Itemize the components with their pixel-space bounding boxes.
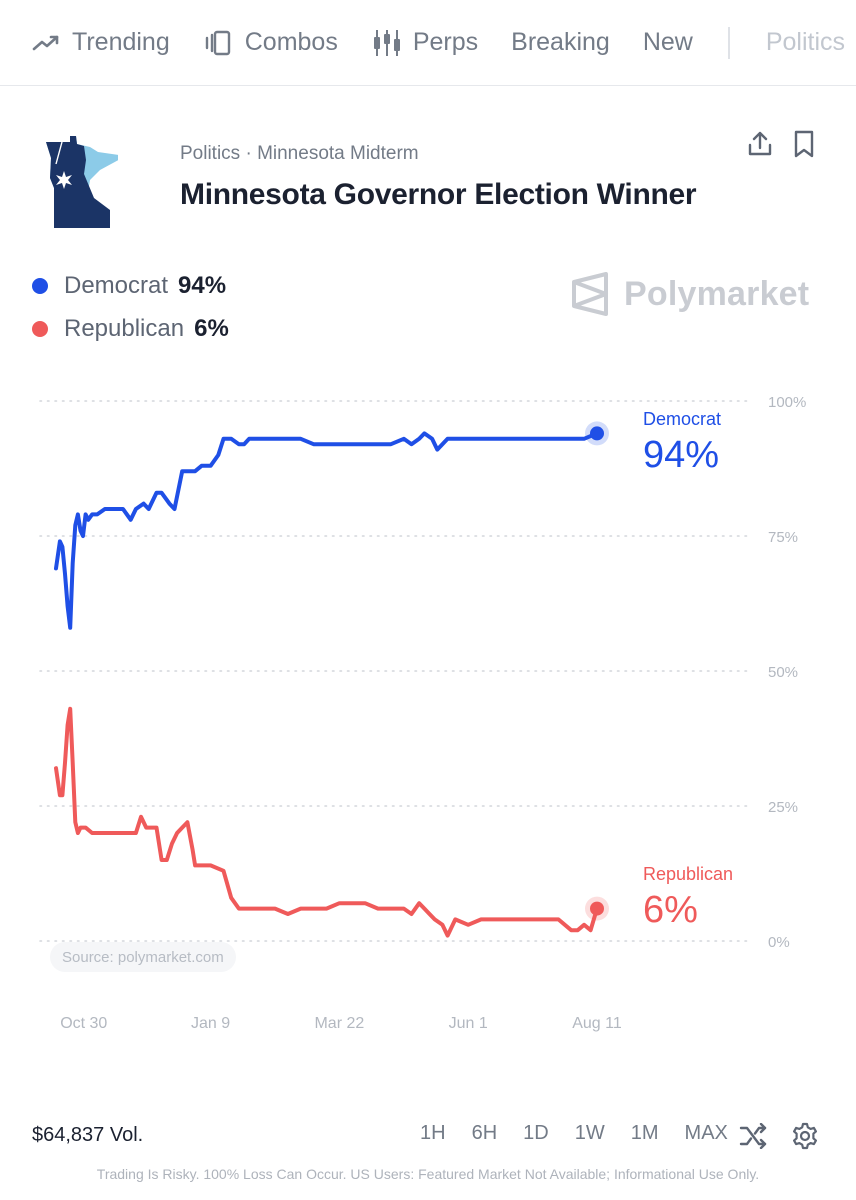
- y-tick-label: 0%: [768, 934, 790, 951]
- legend-name: Democrat: [64, 272, 169, 299]
- series-end-name: Democrat: [643, 409, 721, 429]
- watermark-text: Polymarket: [624, 274, 810, 313]
- nav-item-politics[interactable]: Politics: [765, 28, 846, 56]
- series-line-republican: [54, 706, 599, 938]
- volume-label: $64,837 Vol.: [32, 1124, 144, 1146]
- share-icon: [748, 131, 772, 156]
- trending-icon: [32, 35, 59, 50]
- time-range-selector: 1H 6H 1D 1W 1M MAX: [420, 1122, 754, 1145]
- nav-item-trending[interactable]: Trending: [32, 28, 170, 57]
- series-end-point: [590, 901, 604, 916]
- range-button-1m[interactable]: 1M: [630, 1122, 659, 1144]
- series-end-value: 6%: [643, 889, 698, 931]
- y-tick-label: 50%: [768, 664, 798, 681]
- share-button[interactable]: [742, 126, 778, 162]
- nav-divider: [727, 26, 730, 59]
- bookmark-icon: [794, 130, 814, 158]
- series-line-democrat: [54, 431, 599, 630]
- polymarket-logo-icon: [572, 272, 608, 316]
- disclaimer: Trading Is Risky. 100% Loss Can Occur. U…: [96, 1166, 760, 1182]
- bookmark-button[interactable]: [786, 126, 822, 162]
- nav-item-perps[interactable]: Perps: [371, 28, 478, 58]
- combos-icon: [205, 30, 230, 55]
- range-button-max[interactable]: MAX: [684, 1122, 728, 1144]
- x-tick-label: Jun 1: [449, 1015, 488, 1032]
- range-button-1d[interactable]: 1D: [523, 1122, 549, 1144]
- y-tick-label: 75%: [768, 529, 798, 546]
- nav-label-trending: Trending: [72, 28, 170, 56]
- nav-label-perps: Perps: [412, 28, 479, 56]
- range-button-6h[interactable]: 6H: [471, 1122, 498, 1144]
- nav-label-combos: Combos: [244, 28, 338, 56]
- y-tick-label: 25%: [768, 799, 798, 816]
- settings-button[interactable]: [790, 1121, 820, 1151]
- nav-item-new[interactable]: New: [643, 28, 693, 57]
- democrat-dot-icon: [32, 278, 48, 294]
- range-button-1h[interactable]: 1H: [420, 1122, 446, 1144]
- legend-value: 94%: [178, 272, 227, 299]
- top-nav: Trending Combos Perps Breaking New Polit…: [0, 0, 856, 86]
- republican-dot-icon: [32, 321, 48, 337]
- y-tick-label: 100%: [768, 394, 806, 411]
- candlestick-icon: [373, 29, 400, 56]
- x-tick-label: Jan 9: [191, 1015, 230, 1032]
- shuffle-button[interactable]: [738, 1121, 768, 1151]
- series-end-value: 94%: [643, 434, 719, 476]
- nav-item-combos[interactable]: Combos: [203, 28, 338, 57]
- minnesota-map-icon: [40, 130, 126, 230]
- legend-item-democrat: Democrat 94%: [32, 272, 226, 300]
- range-button-1w[interactable]: 1W: [574, 1122, 605, 1144]
- x-tick-label: Oct 30: [60, 1015, 107, 1032]
- page-title: Minnesota Governor Election Winner: [180, 178, 697, 211]
- price-chart[interactable]: 100% 75% 50% 25% 0% Oct 30 Jan 9 Mar 22 Jun 1 Aug…: [0, 380, 856, 1060]
- nav-item-breaking[interactable]: Breaking: [511, 28, 610, 57]
- nav-label-new: New: [642, 28, 693, 56]
- gear-icon: [793, 1122, 817, 1150]
- x-tick-label: Aug 11: [572, 1015, 622, 1032]
- legend-value: 6%: [194, 315, 229, 342]
- legend-item-republican: Republican 6%: [32, 315, 229, 343]
- breadcrumb: Politics · Minnesota Midterm: [180, 143, 419, 164]
- legend-name: Republican: [64, 315, 185, 342]
- source-label: Source: polymarket.com: [50, 942, 236, 972]
- shuffle-icon: [739, 1123, 767, 1149]
- polymarket-watermark: Polymarket: [570, 272, 809, 316]
- nav-label-breaking: Breaking: [511, 28, 610, 56]
- series-end-point: [590, 426, 604, 441]
- series-end-name: Republican: [643, 864, 733, 884]
- x-tick-label: Mar 22: [314, 1015, 364, 1032]
